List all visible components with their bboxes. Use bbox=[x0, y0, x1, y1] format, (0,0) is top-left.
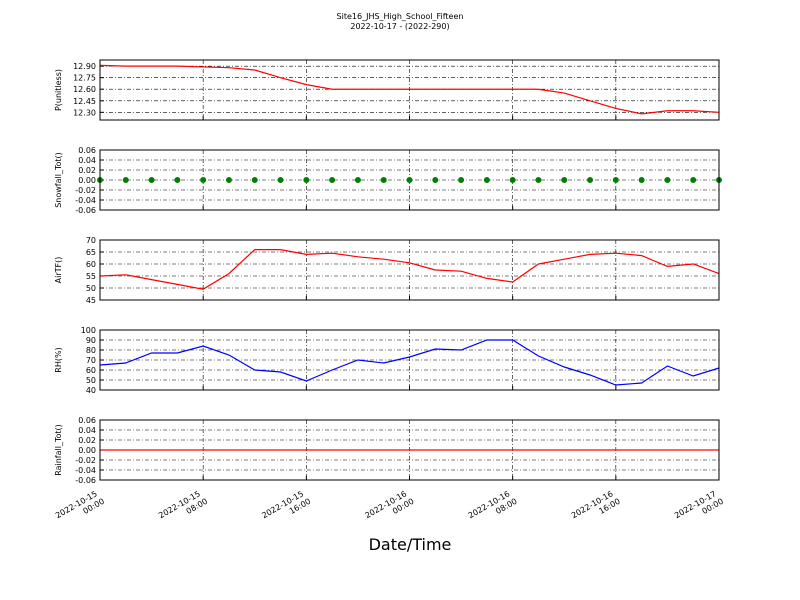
y-tick-label: 40 bbox=[86, 386, 96, 395]
y-tick-label: 12.45 bbox=[73, 97, 96, 106]
y-tick-label: -0.04 bbox=[75, 196, 96, 205]
data-point bbox=[483, 177, 490, 183]
y-tick-label: 70 bbox=[86, 356, 96, 365]
y-tick-label: 60 bbox=[86, 366, 96, 375]
y-tick-label: -0.06 bbox=[75, 476, 96, 485]
y-axis-label: P(unitless) bbox=[54, 69, 63, 111]
data-point bbox=[432, 177, 439, 183]
data-line bbox=[99, 249, 720, 290]
y-tick-label: 80 bbox=[86, 346, 96, 355]
data-point bbox=[174, 177, 181, 183]
y-tick-label: 0.00 bbox=[78, 446, 96, 455]
data-point bbox=[329, 177, 336, 183]
plot-frame bbox=[99, 59, 720, 121]
y-tick-label: 12.60 bbox=[73, 85, 96, 94]
y-tick-label: 50 bbox=[86, 376, 96, 385]
data-point bbox=[587, 177, 594, 183]
data-point bbox=[354, 177, 361, 183]
data-point bbox=[535, 177, 542, 183]
chart-subtitle: 2022-10-17 - (2022-290) bbox=[350, 22, 449, 31]
data-point bbox=[612, 177, 619, 183]
data-point bbox=[225, 177, 232, 183]
y-axis-label: AirTF() bbox=[54, 257, 63, 284]
y-tick-label: 0.04 bbox=[78, 156, 96, 165]
y-tick-label: 45 bbox=[86, 296, 96, 305]
y-tick-label: 0.04 bbox=[78, 426, 96, 435]
data-point bbox=[251, 177, 258, 183]
plot-frame bbox=[99, 239, 720, 301]
y-tick-label: 50 bbox=[86, 284, 96, 293]
y-axis-label: Rainfall_Tot() bbox=[54, 424, 63, 476]
plot-frame bbox=[99, 149, 720, 211]
data-line bbox=[99, 64, 720, 115]
y-tick-label: 65 bbox=[86, 248, 96, 257]
data-point bbox=[380, 177, 387, 183]
y-tick-label: 0.02 bbox=[78, 436, 96, 445]
y-axis-label: RH(%) bbox=[54, 347, 63, 372]
data-point bbox=[664, 177, 671, 183]
y-tick-label: 0.00 bbox=[78, 176, 96, 185]
y-tick-label: 12.30 bbox=[73, 108, 96, 117]
data-point bbox=[148, 177, 155, 183]
data-point bbox=[277, 177, 284, 183]
y-tick-label: 90 bbox=[86, 336, 96, 345]
y-tick-label: -0.02 bbox=[75, 456, 96, 465]
y-tick-label: 0.06 bbox=[78, 416, 96, 425]
y-axis-label: Snowfall_Tot() bbox=[54, 152, 63, 208]
data-point bbox=[458, 177, 465, 183]
data-point bbox=[122, 177, 129, 183]
plot-frame bbox=[99, 329, 720, 391]
data-point bbox=[690, 177, 697, 183]
y-tick-label: 55 bbox=[86, 272, 96, 281]
data-point bbox=[509, 177, 516, 183]
y-tick-label: 60 bbox=[86, 260, 96, 269]
data-point bbox=[200, 177, 207, 183]
data-point bbox=[303, 177, 310, 183]
chart-title: Site16_JHS_High_School_Fifteen bbox=[337, 12, 464, 21]
y-tick-label: -0.06 bbox=[75, 206, 96, 215]
y-tick-label: -0.04 bbox=[75, 466, 96, 475]
y-tick-label: 12.90 bbox=[73, 62, 96, 71]
y-tick-label: -0.02 bbox=[75, 186, 96, 195]
data-point bbox=[638, 177, 645, 183]
y-tick-label: 12.75 bbox=[73, 74, 96, 83]
y-tick-label: 100 bbox=[81, 326, 96, 335]
y-tick-label: 70 bbox=[86, 236, 96, 245]
data-point bbox=[561, 177, 568, 183]
data-point bbox=[406, 177, 413, 183]
y-tick-label: 0.02 bbox=[78, 166, 96, 175]
x-axis-label: Date/Time bbox=[369, 535, 452, 554]
y-tick-label: 0.06 bbox=[78, 146, 96, 155]
data-line bbox=[99, 339, 720, 386]
plot-frame bbox=[99, 419, 720, 481]
